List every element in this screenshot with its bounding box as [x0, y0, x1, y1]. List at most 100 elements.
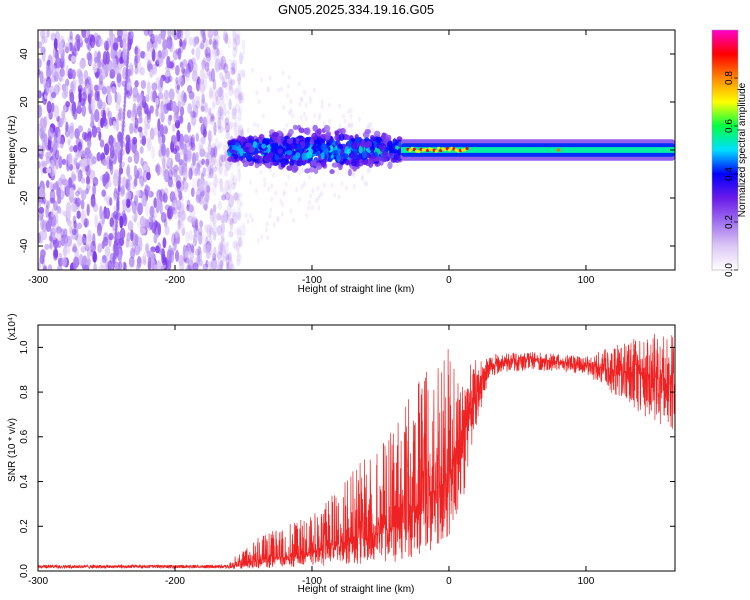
spectrogram-cell	[228, 81, 233, 91]
spectrogram-cell	[53, 248, 59, 259]
spectrogram-cell	[181, 40, 187, 50]
spectrogram-cell	[178, 163, 185, 177]
spectrogram-cell	[320, 143, 327, 151]
spectrogram-cell	[51, 102, 55, 113]
spectrogram-cell	[175, 180, 182, 189]
spectrogram-cell	[157, 223, 162, 236]
spectrogram-cell	[115, 215, 119, 221]
spectrogram-x-label: Height of straight line (km)	[298, 284, 415, 295]
spectrogram-cell	[218, 57, 224, 71]
spectrogram-cell	[162, 156, 166, 169]
spectrogram-cell	[114, 231, 118, 237]
spectrogram-cell	[191, 48, 195, 55]
spectrogram-cell	[182, 143, 187, 156]
spectrogram-cell	[284, 181, 288, 187]
spectrogram-y-label: Frequency (Hz)	[7, 116, 18, 185]
spectrogram-cell	[83, 264, 90, 270]
spectrogram-cell	[229, 211, 233, 217]
spectrogram-cell	[210, 60, 214, 66]
spectrogram-cell	[223, 62, 228, 72]
spectrogram-cell	[101, 189, 106, 197]
spectrogram-cell	[224, 178, 230, 190]
spectrogram-cell	[114, 235, 117, 241]
spectrogram-cell	[239, 148, 244, 157]
spectrogram-cell	[368, 167, 372, 173]
spectrogram-cell	[230, 178, 236, 186]
spectrogram-cell	[249, 179, 253, 185]
spectrogram-cell	[162, 39, 168, 51]
spectrogram-cell	[221, 237, 226, 246]
spectrogram-cell	[127, 137, 131, 151]
spectrogram-cell	[301, 152, 307, 161]
spectrogram-cell	[216, 212, 221, 221]
spectrogram-cell	[59, 209, 65, 216]
spectrogram-cell	[84, 165, 89, 172]
spectrogram-cell	[355, 136, 361, 144]
spectrogram-cell	[303, 89, 307, 96]
spectrogram-cell	[103, 64, 108, 74]
spectrogram-cell	[45, 179, 50, 189]
spectrogram-cell	[188, 135, 193, 146]
spectrogram-cell	[113, 251, 116, 257]
spectrogram-cell	[224, 78, 229, 91]
spectrogram-cell	[254, 153, 259, 160]
spectrogram-cell	[232, 53, 236, 59]
spectrogram-cell	[216, 225, 223, 236]
spectrogram-cell	[291, 113, 295, 119]
spectrogram-cell	[393, 154, 400, 161]
spectrogram-cell	[149, 43, 154, 53]
spectrogram-cell	[259, 169, 263, 175]
spectrogram-cell	[130, 111, 136, 121]
spectrogram-cell	[212, 30, 219, 37]
spectrogram-cell	[232, 240, 238, 249]
spectrogram-cell	[220, 240, 224, 246]
spectrogram-cell	[296, 159, 303, 167]
spectrogram-cell	[223, 103, 227, 117]
spectrogram-cell	[121, 135, 124, 141]
spectrogram-cell	[236, 241, 240, 253]
spectrogram-cell	[45, 113, 50, 125]
spectrogram-cell	[201, 93, 206, 104]
spectrogram-cell	[201, 135, 207, 145]
spectrogram-cell	[236, 83, 242, 96]
spectrogram-cell	[68, 123, 74, 134]
spectrogram-cell	[114, 227, 118, 233]
spectrogram-cell	[219, 259, 224, 270]
spectrogram-cell	[219, 231, 223, 237]
spectrogram-cell	[168, 114, 173, 122]
spectrogram-cell	[81, 131, 87, 141]
spectrogram-cell	[104, 246, 111, 257]
spectrogram-cell	[280, 160, 286, 168]
spectrogram-cell	[119, 159, 122, 165]
spectrogram-cell	[134, 117, 139, 129]
spectrogram-cell	[139, 131, 144, 139]
spectrogram-cell	[160, 123, 164, 138]
spectrogram-cell	[117, 30, 123, 39]
spectrogram-cell	[179, 106, 185, 117]
spectrogram-cell	[363, 180, 367, 186]
spectrogram-cell	[252, 122, 256, 128]
spectrogram-cell	[168, 88, 175, 101]
spectrogram-cell	[230, 62, 235, 71]
spectrogram-cell	[90, 193, 96, 207]
spectrogram-cell	[220, 55, 227, 70]
spectrogram-cell	[103, 40, 109, 51]
spectrogram-cell	[311, 188, 315, 194]
spectrogram-cell	[240, 201, 244, 207]
spectrogram-cell	[68, 225, 73, 235]
spectrogram-cell	[50, 32, 56, 41]
spectrogram-cell	[264, 227, 269, 233]
x-tick-label: 100	[578, 275, 595, 286]
spectrogram-cell	[140, 227, 147, 235]
spectrogram-cell	[236, 127, 242, 134]
spectrogram-cell	[308, 166, 315, 173]
spectrogram-cell	[179, 202, 185, 215]
spectrogram-cell	[53, 38, 58, 51]
spectrogram-cell	[211, 101, 215, 107]
spectrogram-cell	[42, 120, 47, 133]
spectrogram-cell	[122, 115, 126, 121]
spectrogram-cell	[199, 68, 205, 80]
spectrogram-cell	[101, 240, 105, 249]
spectrogram-cell	[337, 194, 341, 200]
